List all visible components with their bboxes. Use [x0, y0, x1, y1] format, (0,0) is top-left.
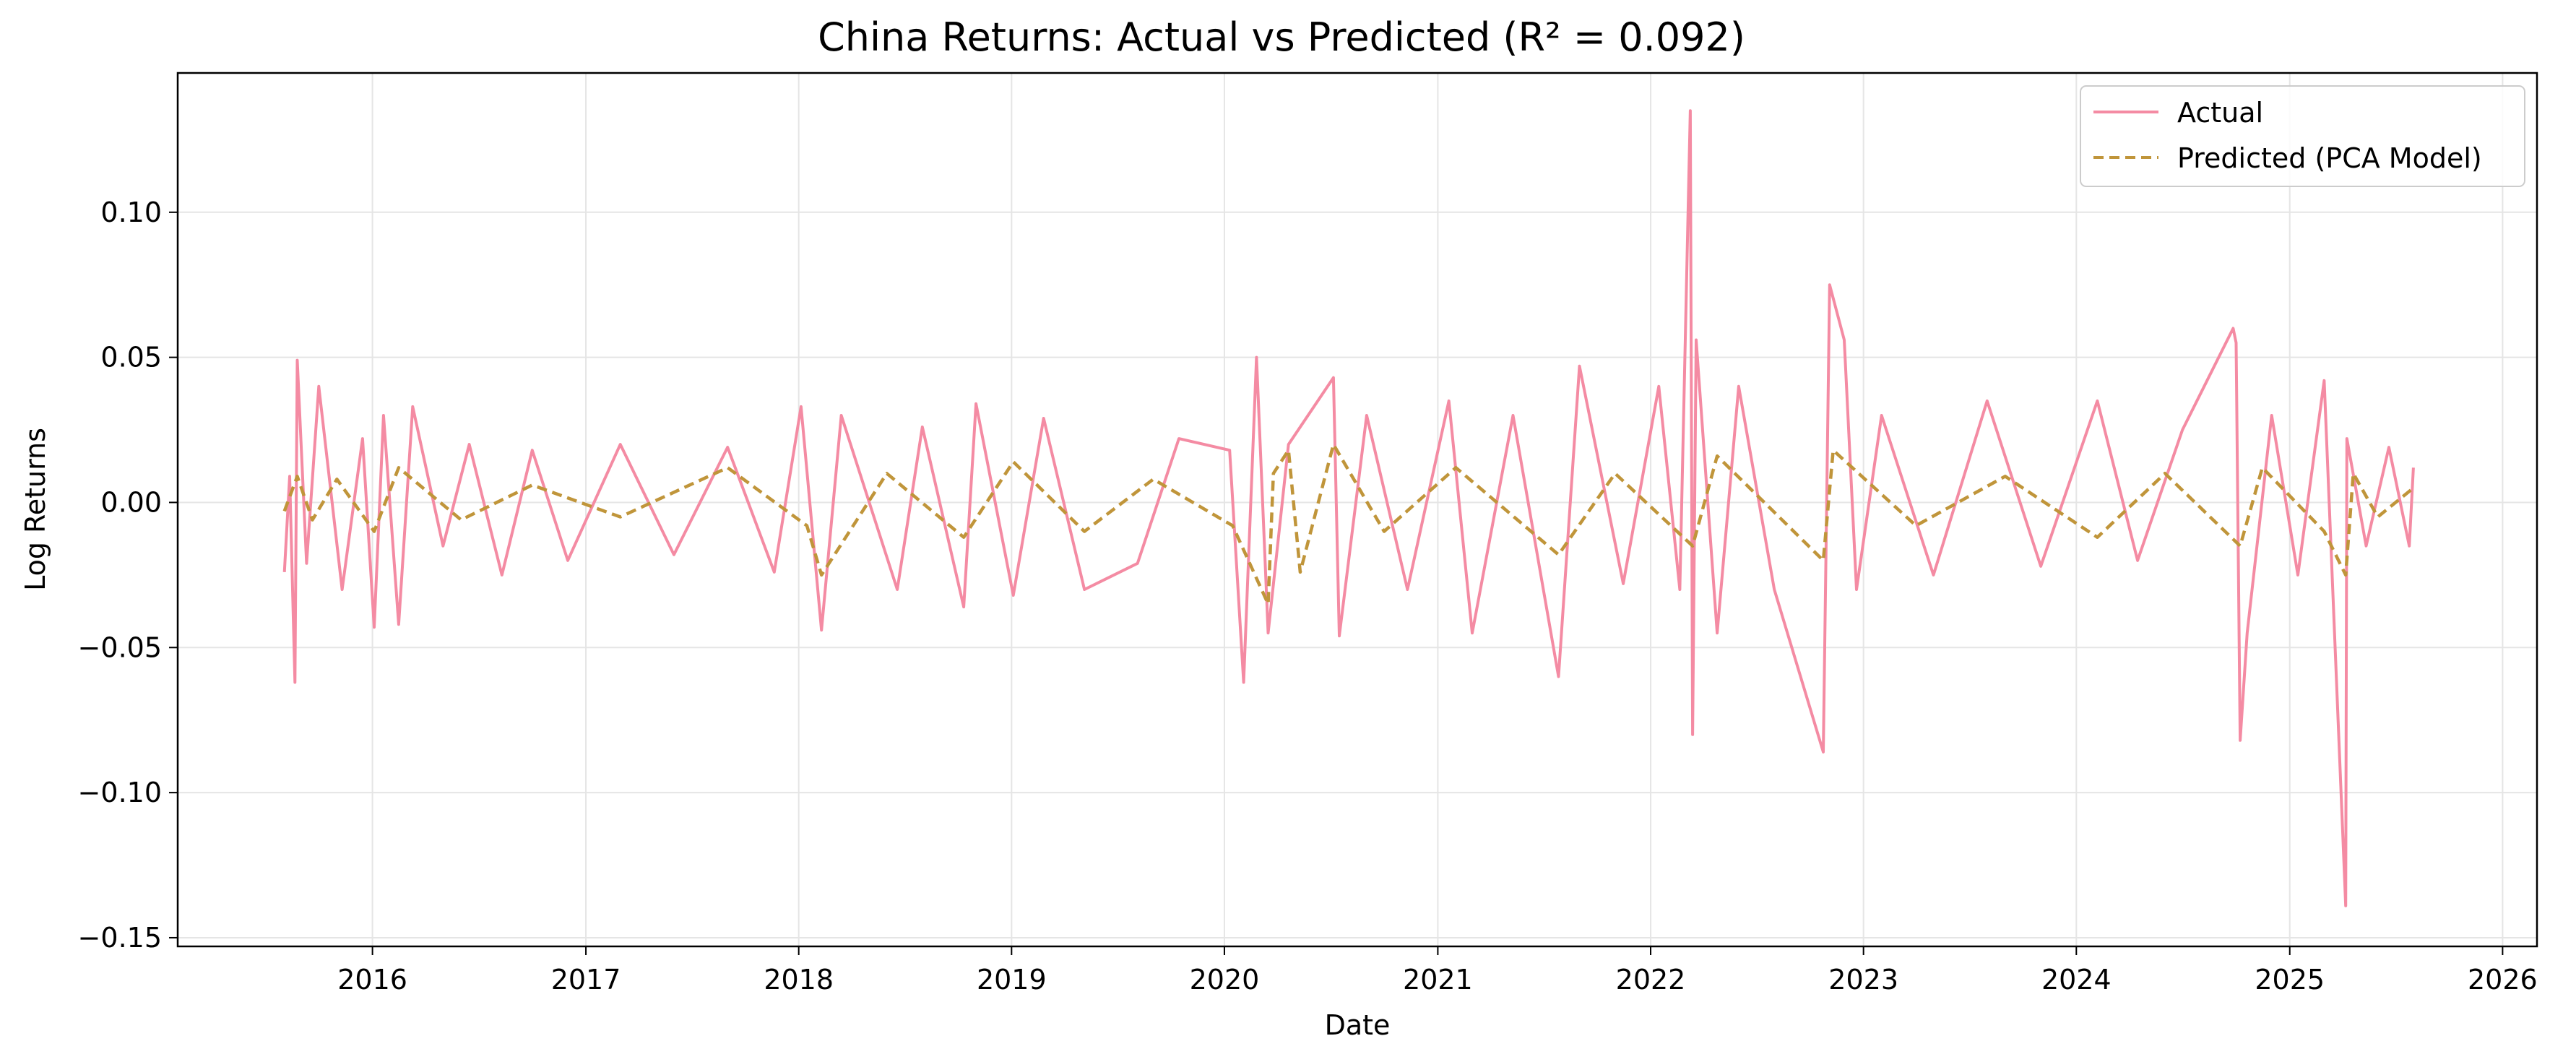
x-tick-label: 2022	[1616, 964, 1686, 996]
chart-title: China Returns: Actual vs Predicted (R² =…	[818, 14, 1745, 60]
x-tick-label: 2021	[1403, 964, 1473, 996]
y-tick-label: 0.10	[100, 197, 162, 228]
y-tick-label: 0.00	[100, 486, 162, 518]
x-tick-label: 2018	[764, 964, 834, 996]
y-tick-label: −0.05	[78, 631, 162, 663]
series-line-predicted	[282, 442, 2415, 606]
legend-box	[2080, 85, 2525, 187]
x-tick-label: 2023	[1828, 964, 1898, 996]
legend: Actual Predicted (PCA Model)	[2080, 85, 2525, 187]
x-tick-label: 2016	[337, 964, 407, 996]
x-tick-label: 2026	[2468, 964, 2538, 996]
legend-label-predicted: Predicted (PCA Model)	[2177, 142, 2482, 174]
y-tick-label: −0.10	[78, 777, 162, 808]
plot-frame	[176, 72, 2538, 948]
x-tick-label: 2024	[2041, 964, 2112, 996]
x-tick-label: 2017	[551, 964, 621, 996]
legend-label-actual: Actual	[2177, 97, 2263, 129]
series-group	[282, 109, 2415, 907]
y-tick-label: 0.05	[100, 342, 162, 374]
x-tick-label: 2025	[2255, 964, 2325, 996]
y-tick-label: −0.15	[78, 922, 162, 954]
series-line-actual	[282, 109, 2415, 907]
x-axis: 2016 2017 2018 2019 2020 2021 2022 2023 2024 2025…	[337, 946, 2538, 996]
y-axis: 0.10 0.05 0.00 −0.05 −0.10 −0.15	[78, 197, 178, 954]
y-axis-label: Log Returns	[20, 428, 51, 591]
x-axis-label: Date	[1325, 1009, 1391, 1041]
x-tick-label: 2019	[977, 964, 1047, 996]
x-tick-label: 2020	[1190, 964, 1260, 996]
grid-lines	[178, 73, 2537, 946]
